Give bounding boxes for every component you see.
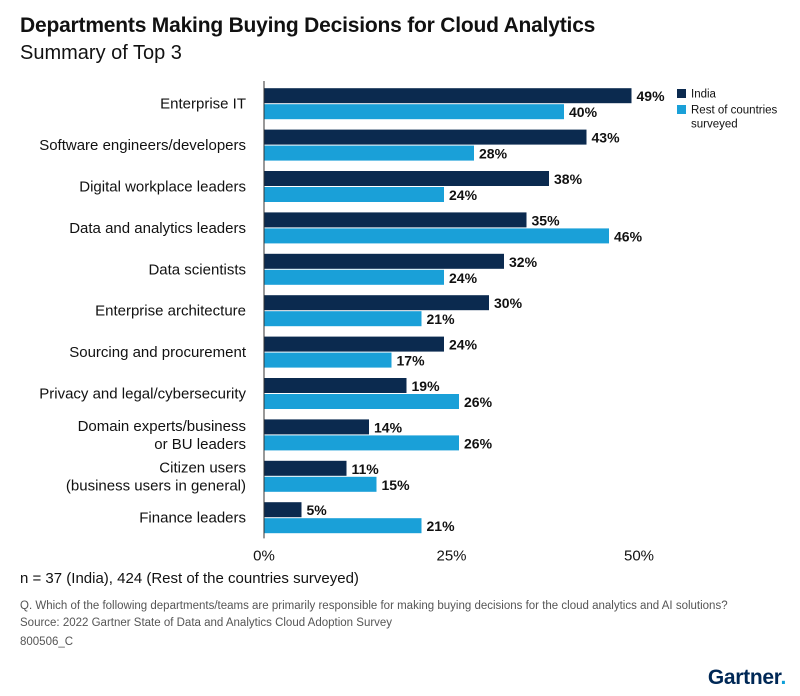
bar-india xyxy=(264,336,444,352)
category-label: (business users in general) xyxy=(66,477,246,494)
data-label: 14% xyxy=(374,419,403,435)
bar-india xyxy=(264,212,527,228)
bar-india xyxy=(264,295,489,311)
gartner-logo: Gartner. xyxy=(708,666,786,690)
bar-rest-of-countries xyxy=(264,311,422,327)
category-label: Software engineers/developers xyxy=(39,137,246,154)
data-label: 30% xyxy=(494,295,523,311)
source-note: Source: 2022 Gartner State of Data and A… xyxy=(20,617,393,629)
bar-rest-of-countries xyxy=(264,476,377,492)
category-label: Privacy and legal/cybersecurity xyxy=(39,386,246,403)
legend-swatch-india xyxy=(677,89,686,98)
bar-rest-of-countries xyxy=(264,435,459,451)
bar-india xyxy=(264,378,407,393)
legend-swatch-rest xyxy=(677,105,686,114)
data-label: 5% xyxy=(307,502,328,518)
bar-rest-of-countries xyxy=(264,352,392,368)
bar-india xyxy=(264,171,549,186)
data-label: 24% xyxy=(449,187,478,203)
data-label: 24% xyxy=(449,337,478,353)
chart-subtitle: Summary of Top 3 xyxy=(20,42,182,64)
legend-label-india: India xyxy=(691,89,717,101)
data-label: 46% xyxy=(614,228,643,244)
bar-india xyxy=(264,460,347,476)
data-label: 26% xyxy=(464,394,493,410)
category-label: Domain experts/business xyxy=(78,418,246,435)
data-label: 26% xyxy=(464,435,493,451)
sample-size-note: n = 37 (India), 424 (Rest of the countri… xyxy=(20,570,359,587)
legend-label-rest: Rest of countries xyxy=(691,105,778,117)
data-label: 49% xyxy=(637,88,666,104)
category-label: Finance leaders xyxy=(139,510,246,527)
category-label: or BU leaders xyxy=(154,436,246,453)
category-label: Citizen users xyxy=(159,459,246,476)
data-label: 21% xyxy=(427,518,456,534)
data-label: 28% xyxy=(479,146,508,162)
legend-label-rest: surveyed xyxy=(691,119,738,131)
bar-rest-of-countries xyxy=(264,187,444,202)
bar-chart: Enterprise IT 49% 40% Software engineers/de… xyxy=(39,81,778,564)
data-label: 11% xyxy=(352,461,380,477)
bar-rest-of-countries xyxy=(264,104,564,120)
x-tick-label: 0% xyxy=(253,547,275,564)
bar-rest-of-countries xyxy=(264,145,474,161)
figure-code: 800506_C xyxy=(20,636,74,648)
bar-rest-of-countries xyxy=(264,228,609,244)
bar-india xyxy=(264,129,587,145)
x-tick-label: 50% xyxy=(624,547,654,564)
category-label: Data and analytics leaders xyxy=(69,220,246,237)
category-label: Data scientists xyxy=(148,261,246,278)
bar-india xyxy=(264,502,302,518)
data-label: 38% xyxy=(554,171,583,187)
bar-india xyxy=(264,253,504,269)
bar-rest-of-countries xyxy=(264,394,459,409)
data-label: 19% xyxy=(412,378,441,394)
chart-title: Departments Making Buying Decisions for … xyxy=(20,14,596,37)
bar-rest-of-countries xyxy=(264,269,444,285)
data-label: 15% xyxy=(382,477,411,493)
gartner-logo-text: Gartner xyxy=(707,666,781,689)
data-label: 43% xyxy=(592,130,621,146)
gartner-logo-dot: . xyxy=(780,666,786,689)
category-label: Digital workplace leaders xyxy=(79,179,246,196)
data-label: 35% xyxy=(532,212,561,228)
bar-rest-of-countries xyxy=(264,518,422,534)
data-label: 40% xyxy=(569,104,598,120)
data-label: 21% xyxy=(427,311,456,327)
x-tick-label: 25% xyxy=(436,547,466,564)
data-label: 32% xyxy=(509,254,538,270)
data-label: 17% xyxy=(397,353,426,369)
category-label: Sourcing and procurement xyxy=(69,344,247,361)
bar-india xyxy=(264,88,632,104)
survey-question: Q. Which of the following departments/te… xyxy=(20,600,728,612)
data-label: 24% xyxy=(449,270,478,286)
category-label: Enterprise IT xyxy=(160,96,246,113)
category-label: Enterprise architecture xyxy=(95,303,246,320)
bar-india xyxy=(264,419,369,435)
